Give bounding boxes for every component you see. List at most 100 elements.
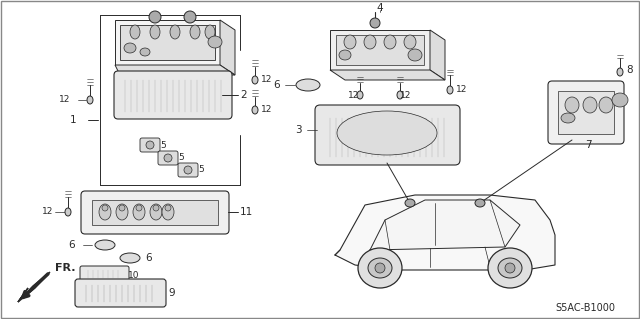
Bar [120, 25, 215, 60]
Text: FR.: FR. [55, 263, 76, 273]
Ellipse shape [162, 204, 174, 220]
Text: 3: 3 [296, 125, 302, 135]
Ellipse shape [488, 248, 532, 288]
Ellipse shape [150, 204, 162, 220]
Ellipse shape [130, 25, 140, 39]
Ellipse shape [583, 97, 597, 113]
Ellipse shape [447, 86, 453, 94]
Text: 5: 5 [160, 140, 166, 150]
Text: 5: 5 [178, 153, 184, 162]
Text: 12: 12 [348, 91, 360, 100]
Ellipse shape [184, 11, 196, 23]
Ellipse shape [384, 35, 396, 49]
Ellipse shape [357, 91, 363, 99]
Polygon shape [430, 30, 445, 80]
Ellipse shape [208, 36, 222, 48]
Text: 6: 6 [273, 80, 280, 90]
Text: 1: 1 [70, 115, 76, 125]
FancyBboxPatch shape [140, 138, 160, 152]
Ellipse shape [397, 91, 403, 99]
Polygon shape [115, 65, 235, 75]
Text: 12: 12 [42, 207, 54, 217]
Bar [336, 35, 424, 65]
Ellipse shape [344, 35, 356, 49]
Polygon shape [220, 20, 235, 75]
Ellipse shape [87, 96, 93, 104]
Ellipse shape [170, 25, 180, 39]
FancyBboxPatch shape [114, 71, 232, 119]
Ellipse shape [505, 263, 515, 273]
Polygon shape [115, 20, 220, 65]
FancyBboxPatch shape [178, 163, 198, 177]
Ellipse shape [205, 25, 215, 39]
Polygon shape [335, 195, 555, 270]
Ellipse shape [358, 248, 402, 288]
Ellipse shape [146, 141, 154, 149]
FancyBboxPatch shape [315, 105, 460, 165]
Ellipse shape [561, 113, 575, 123]
Ellipse shape [164, 154, 172, 162]
Bar [92, 200, 218, 225]
Ellipse shape [370, 18, 380, 28]
Ellipse shape [165, 205, 171, 211]
Ellipse shape [136, 205, 142, 211]
Text: 6: 6 [145, 253, 152, 263]
Ellipse shape [375, 263, 385, 273]
Ellipse shape [149, 11, 161, 23]
Ellipse shape [364, 35, 376, 49]
Text: S5AC-B1000: S5AC-B1000 [555, 303, 615, 313]
Ellipse shape [405, 199, 415, 207]
Text: 4: 4 [377, 3, 383, 13]
Ellipse shape [337, 111, 437, 155]
Ellipse shape [133, 204, 145, 220]
FancyBboxPatch shape [81, 191, 229, 234]
FancyBboxPatch shape [80, 266, 129, 282]
Text: 12: 12 [400, 91, 412, 100]
Polygon shape [330, 70, 445, 80]
Ellipse shape [153, 205, 159, 211]
Ellipse shape [408, 49, 422, 61]
Text: 6: 6 [68, 240, 76, 250]
Text: 12: 12 [261, 76, 273, 85]
Ellipse shape [190, 25, 200, 39]
Ellipse shape [65, 208, 71, 216]
Ellipse shape [296, 79, 320, 91]
FancyBboxPatch shape [75, 279, 166, 307]
Ellipse shape [339, 50, 351, 60]
Ellipse shape [475, 199, 485, 207]
Polygon shape [330, 30, 430, 70]
Text: 8: 8 [626, 65, 632, 75]
Text: 2: 2 [240, 90, 246, 100]
Ellipse shape [617, 68, 623, 76]
Text: 7: 7 [585, 140, 591, 150]
Text: 11: 11 [240, 207, 253, 217]
Ellipse shape [599, 97, 613, 113]
Ellipse shape [184, 166, 192, 174]
Ellipse shape [368, 258, 392, 278]
Bar [558, 91, 614, 134]
Ellipse shape [404, 35, 416, 49]
Ellipse shape [252, 76, 258, 84]
Ellipse shape [95, 240, 115, 250]
Ellipse shape [99, 204, 111, 220]
Text: 10: 10 [128, 271, 140, 279]
Ellipse shape [120, 253, 140, 263]
Text: 12: 12 [456, 85, 467, 94]
Ellipse shape [150, 25, 160, 39]
Ellipse shape [119, 205, 125, 211]
Ellipse shape [102, 205, 108, 211]
Text: 12: 12 [59, 95, 70, 105]
Ellipse shape [124, 43, 136, 53]
FancyBboxPatch shape [548, 81, 624, 144]
Polygon shape [18, 288, 28, 302]
Ellipse shape [612, 93, 628, 107]
Polygon shape [370, 200, 520, 250]
Ellipse shape [116, 204, 128, 220]
Ellipse shape [565, 97, 579, 113]
Ellipse shape [252, 106, 258, 114]
Ellipse shape [140, 48, 150, 56]
Text: 9: 9 [168, 288, 175, 298]
Ellipse shape [498, 258, 522, 278]
FancyBboxPatch shape [158, 151, 178, 165]
Polygon shape [18, 272, 50, 302]
